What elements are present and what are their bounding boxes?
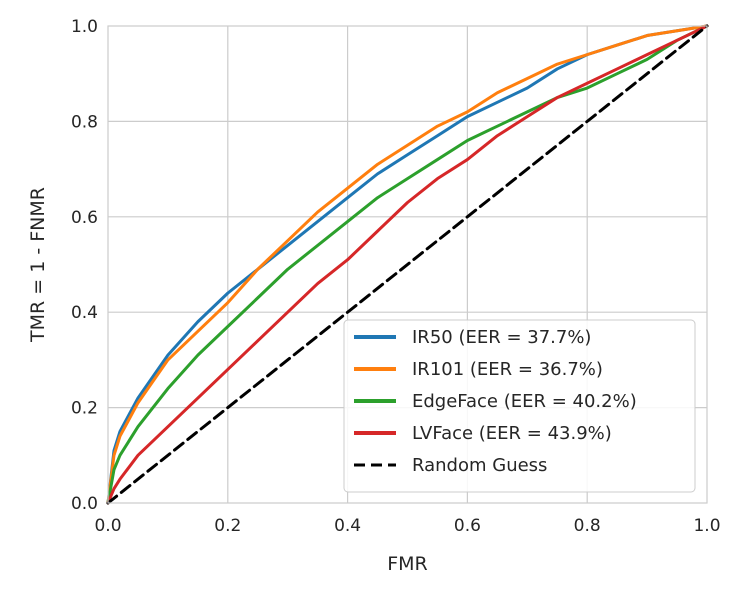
series-line-edgeface: [106, 24, 709, 505]
x-tick-label: 0.8: [574, 516, 601, 536]
y-tick-label: 1.0: [71, 17, 98, 37]
y-tick-labels: 0.0 0.2 0.4 0.6 0.8 1.0: [71, 17, 98, 514]
legend: IR50 (EER = 37.7%) IR101 (EER = 36.7%) Edg…: [343, 319, 696, 493]
legend-label-ir50: IR50 (EER = 37.7%): [412, 327, 591, 348]
legend-label-edgeface: EdgeFace (EER = 40.2%): [412, 391, 637, 412]
series-line-ir101: [106, 24, 709, 505]
x-tick-label: 1.0: [693, 516, 720, 536]
y-tick-label: 0.8: [71, 112, 98, 132]
y-tick-label: 0.0: [71, 494, 98, 514]
x-tick-label: 0.2: [214, 516, 241, 536]
grid: [108, 26, 707, 503]
legend-label-random: Random Guess: [412, 455, 547, 476]
series-line-lvface: [106, 24, 709, 505]
y-axis-label: TMR = 1 - FNMR: [27, 187, 49, 343]
y-tick-label: 0.4: [71, 303, 98, 323]
x-tick-label: 0.0: [94, 516, 121, 536]
x-tick-labels: 0.0 0.2 0.4 0.6 0.8 1.0: [94, 516, 720, 536]
series-line-random: [106, 24, 709, 505]
x-axis-label: FMR: [387, 553, 428, 575]
plot-frame: [107, 25, 708, 504]
legend-label-ir101: IR101 (EER = 36.7%): [412, 359, 603, 380]
y-tick-label: 0.6: [71, 208, 98, 228]
x-tick-label: 0.4: [334, 516, 361, 536]
x-tick-label: 0.6: [454, 516, 481, 536]
y-tick-label: 0.2: [71, 399, 98, 419]
legend-box: [343, 319, 696, 493]
legend-label-lvface: LVFace (EER = 43.9%): [412, 423, 612, 444]
series-layer: [106, 24, 709, 505]
